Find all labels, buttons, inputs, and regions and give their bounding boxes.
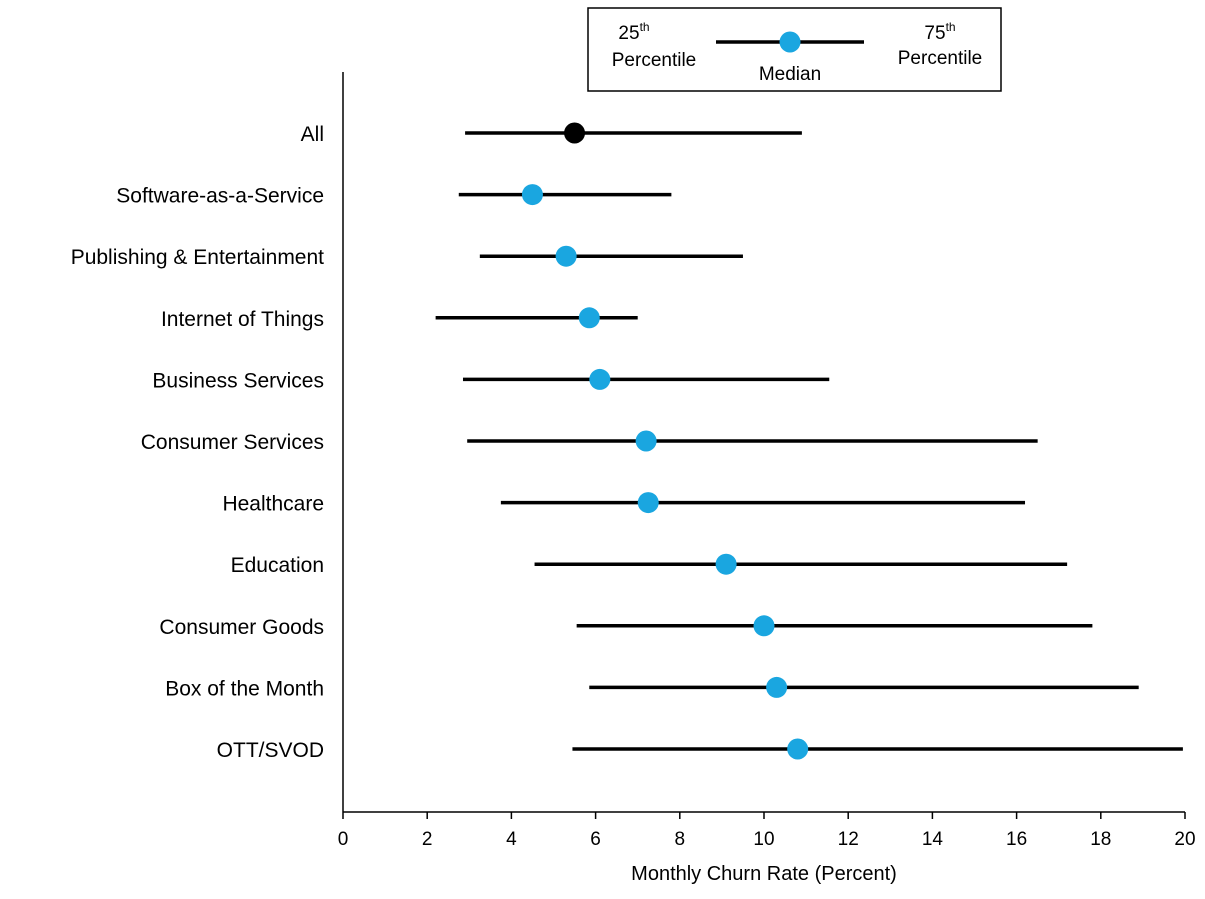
legend-left-word: Percentile — [612, 50, 697, 71]
legend-right-word: Percentile — [898, 48, 983, 69]
x-tick-label: 20 — [1174, 829, 1195, 850]
median-dot — [564, 122, 586, 144]
axes: 0 2 4 6 8 10 12 14 16 18 20 — [338, 72, 1196, 850]
category-label: Internet of Things — [161, 308, 324, 331]
category-label: Software-as-a-Service — [116, 185, 324, 208]
x-tick-label: 18 — [1090, 829, 1111, 850]
legend: 25th Percentile Median 75th Percentile — [587, 7, 1002, 92]
x-tick-label: 14 — [922, 829, 944, 850]
category-label: All — [301, 123, 324, 146]
category-label: Box of the Month — [165, 677, 324, 700]
category-label: Business Services — [152, 369, 324, 392]
category-label: OTT/SVOD — [217, 739, 324, 762]
median-dot — [715, 553, 737, 575]
category-label: Consumer Goods — [159, 616, 324, 639]
median-dot — [766, 676, 788, 698]
category-label: Publishing & Entertainment — [71, 246, 324, 269]
median-dot — [753, 615, 775, 637]
x-axis-title: Monthly Churn Rate (Percent) — [631, 863, 897, 885]
x-tick-label: 6 — [590, 829, 601, 850]
median-dot — [589, 368, 611, 390]
median-dot — [635, 430, 657, 452]
median-dot — [521, 184, 543, 206]
median-dot — [637, 492, 659, 514]
x-tick-label: 12 — [838, 829, 859, 850]
x-tick-label: 2 — [422, 829, 433, 850]
x-tick-label: 10 — [753, 829, 774, 850]
median-dot — [555, 245, 577, 267]
legend-left-label: 25th — [618, 20, 649, 44]
x-tick-label: 0 — [338, 829, 349, 850]
legend-center-word: Median — [759, 64, 821, 85]
x-tick-label: 8 — [675, 829, 686, 850]
x-tick-label: 4 — [506, 829, 517, 850]
legend-right-label: 75th — [924, 20, 955, 44]
category-label: Education — [231, 554, 324, 577]
category-label: Consumer Services — [141, 431, 324, 454]
median-dot — [787, 738, 809, 760]
legend-median-dot — [779, 31, 801, 53]
median-dot — [578, 307, 600, 329]
category-label: Healthcare — [222, 493, 324, 516]
x-tick-label: 16 — [1006, 829, 1027, 850]
data-rows: All Software-as-a-Service Publishing & Ent… — [71, 122, 1183, 762]
